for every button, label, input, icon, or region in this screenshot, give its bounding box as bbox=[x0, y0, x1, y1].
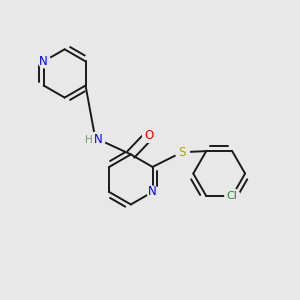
Text: N: N bbox=[148, 185, 157, 199]
Text: N: N bbox=[39, 55, 48, 68]
Text: N: N bbox=[94, 133, 103, 146]
Text: O: O bbox=[145, 129, 154, 142]
Text: Cl: Cl bbox=[227, 191, 238, 201]
Text: S: S bbox=[178, 146, 186, 159]
Text: H: H bbox=[85, 135, 93, 145]
